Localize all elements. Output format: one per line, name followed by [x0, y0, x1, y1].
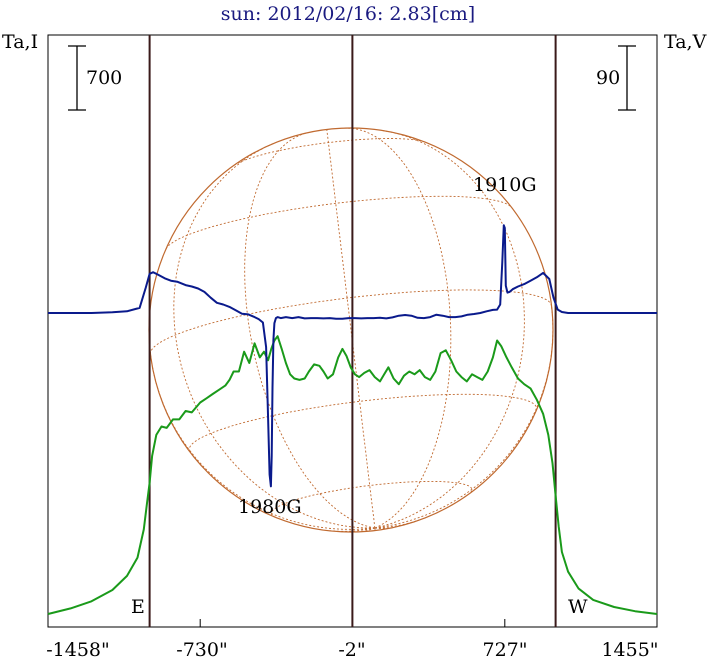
- series-line-i: [47, 335, 658, 615]
- meridian-line: [374, 527, 391, 529]
- meridian-line: [374, 519, 420, 529]
- x-tick-label: -2": [338, 639, 365, 661]
- meridian-line: [374, 305, 554, 529]
- text-layer: sun: 2012/02/16: 2.83[cm] Ta,I Ta,V 700 …: [2, 3, 707, 661]
- plot-frame: [47, 34, 658, 628]
- limb-label-west: W: [568, 596, 588, 618]
- right-scale-bar-label: 90: [596, 67, 620, 89]
- solar-disk-grid: [148, 127, 554, 533]
- left-axis-label: Ta,I: [2, 31, 38, 53]
- parallel-line: [165, 195, 512, 250]
- left-scale-bar-label: 700: [86, 67, 122, 89]
- parallel-line: [188, 393, 538, 452]
- parallel-line: [234, 138, 426, 166]
- meridian-line: [150, 354, 375, 530]
- meridian-line: [359, 527, 376, 533]
- x-tick-label: 727": [482, 639, 527, 661]
- meridian-line: [173, 142, 375, 529]
- meridian-line: [244, 132, 375, 529]
- chart-title: sun: 2012/02/16: 2.83[cm]: [221, 3, 475, 25]
- parallel-line: [150, 289, 552, 355]
- limb-label-east: E: [131, 596, 145, 618]
- meridian-line: [347, 127, 452, 529]
- x-tick-label: 1455": [601, 639, 658, 661]
- meridian-line: [374, 129, 525, 529]
- right-axis-label: Ta,V: [664, 31, 707, 53]
- series-line-v: [48, 224, 657, 488]
- annotation-1910g: 1910G: [473, 174, 537, 196]
- meridian-line: [326, 129, 376, 529]
- x-tick-label: -730": [176, 639, 227, 661]
- x-tick-label: -1458": [46, 639, 110, 661]
- annotation-1980g: 1980G: [238, 496, 302, 518]
- series-layer: [47, 224, 658, 615]
